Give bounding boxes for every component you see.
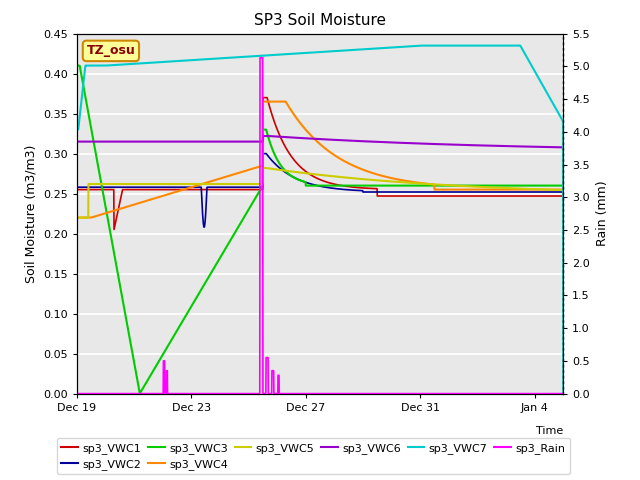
- sp3_Rain: [297, 391, 305, 396]
- sp3_VWC1: [310, 174, 317, 180]
- sp3_VWC1: [98, 187, 106, 192]
- sp3_VWC3: [545, 183, 553, 189]
- Line: sp3_Rain: sp3_Rain: [77, 58, 563, 394]
- Text: Time: Time: [536, 426, 563, 436]
- sp3_VWC1: [545, 193, 553, 199]
- sp3_VWC2: [297, 178, 305, 183]
- sp3_VWC3: [73, 63, 81, 69]
- sp3_VWC1: [297, 165, 305, 170]
- sp3_VWC7: [545, 94, 553, 99]
- sp3_VWC5: [73, 215, 81, 220]
- sp3_VWC2: [546, 189, 554, 195]
- sp3_VWC5: [98, 181, 106, 187]
- sp3_VWC1: [559, 193, 567, 199]
- sp3_Rain: [559, 391, 567, 396]
- sp3_VWC5: [545, 187, 553, 192]
- sp3_VWC7: [545, 94, 553, 100]
- sp3_VWC3: [545, 183, 553, 189]
- Line: sp3_VWC2: sp3_VWC2: [77, 154, 563, 227]
- sp3_VWC3: [98, 182, 106, 188]
- sp3_VWC7: [73, 127, 81, 132]
- Line: sp3_VWC3: sp3_VWC3: [77, 66, 563, 394]
- sp3_VWC1: [110, 227, 118, 232]
- sp3_VWC2: [545, 189, 553, 195]
- sp3_VWC7: [310, 49, 317, 55]
- sp3_VWC4: [297, 121, 305, 127]
- sp3_VWC2: [200, 224, 208, 230]
- sp3_VWC6: [456, 142, 464, 148]
- sp3_VWC6: [259, 133, 267, 139]
- sp3_VWC7: [296, 50, 304, 56]
- sp3_Rain: [456, 391, 464, 396]
- sp3_VWC6: [98, 139, 106, 144]
- sp3_VWC2: [559, 189, 567, 195]
- Text: TZ_osu: TZ_osu: [86, 44, 135, 58]
- sp3_VWC5: [456, 183, 464, 189]
- sp3_VWC5: [559, 187, 567, 193]
- sp3_VWC6: [310, 136, 317, 142]
- sp3_VWC2: [310, 182, 317, 188]
- sp3_VWC5: [259, 165, 267, 171]
- sp3_VWC6: [545, 144, 553, 150]
- sp3_Rain: [545, 391, 553, 396]
- sp3_VWC2: [259, 151, 267, 156]
- sp3_VWC5: [310, 171, 317, 177]
- sp3_VWC7: [559, 391, 567, 396]
- sp3_VWC2: [73, 184, 81, 190]
- Legend: sp3_VWC1, sp3_VWC2, sp3_VWC3, sp3_VWC4, sp3_VWC5, sp3_VWC6, sp3_VWC7, sp3_Rain: sp3_VWC1, sp3_VWC2, sp3_VWC3, sp3_VWC4, …: [57, 438, 570, 474]
- Line: sp3_VWC5: sp3_VWC5: [77, 168, 563, 217]
- sp3_VWC4: [98, 212, 106, 217]
- sp3_VWC4: [456, 187, 464, 192]
- sp3_VWC4: [545, 187, 553, 192]
- sp3_VWC4: [559, 187, 567, 192]
- sp3_VWC5: [545, 187, 553, 192]
- sp3_VWC4: [259, 99, 267, 105]
- sp3_VWC3: [456, 183, 464, 189]
- sp3_Rain: [545, 391, 553, 396]
- sp3_VWC4: [545, 187, 553, 192]
- sp3_VWC6: [559, 144, 567, 150]
- sp3_VWC4: [73, 215, 81, 220]
- Line: sp3_VWC4: sp3_VWC4: [77, 102, 563, 217]
- sp3_Rain: [256, 55, 264, 60]
- sp3_VWC1: [259, 95, 267, 100]
- Line: sp3_VWC6: sp3_VWC6: [77, 136, 563, 147]
- sp3_VWC7: [456, 43, 464, 48]
- Line: sp3_VWC7: sp3_VWC7: [77, 46, 563, 394]
- sp3_VWC7: [98, 63, 106, 69]
- sp3_VWC6: [545, 144, 553, 150]
- sp3_VWC6: [73, 139, 81, 144]
- sp3_VWC6: [297, 135, 305, 141]
- sp3_VWC3: [559, 183, 567, 189]
- sp3_Rain: [310, 391, 317, 396]
- sp3_VWC3: [310, 183, 317, 189]
- sp3_VWC2: [98, 184, 106, 190]
- Y-axis label: Rain (mm): Rain (mm): [596, 181, 609, 246]
- sp3_VWC5: [297, 170, 305, 176]
- sp3_VWC3: [297, 178, 305, 183]
- sp3_VWC1: [73, 187, 81, 192]
- sp3_VWC4: [310, 135, 317, 141]
- sp3_VWC1: [546, 193, 554, 199]
- sp3_Rain: [98, 391, 106, 396]
- sp3_VWC3: [136, 391, 143, 396]
- sp3_VWC1: [456, 193, 464, 199]
- Line: sp3_VWC1: sp3_VWC1: [77, 97, 563, 229]
- sp3_Rain: [73, 391, 81, 396]
- sp3_VWC7: [417, 43, 424, 48]
- Title: SP3 Soil Moisture: SP3 Soil Moisture: [254, 13, 386, 28]
- sp3_VWC2: [456, 189, 464, 195]
- Y-axis label: Soil Moisture (m3/m3): Soil Moisture (m3/m3): [24, 144, 38, 283]
